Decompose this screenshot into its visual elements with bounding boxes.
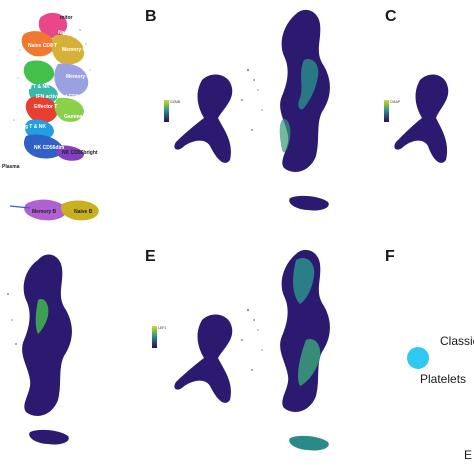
cluster-naive-cd8 xyxy=(21,31,55,57)
panel-b-right-high xyxy=(298,58,319,110)
panel-b-left-lobe xyxy=(174,74,233,163)
panel-e-right-high-2 xyxy=(298,338,321,386)
cluster-dividing xyxy=(23,60,55,85)
panel-e-bottom-cluster xyxy=(289,435,329,451)
panel-d-noise xyxy=(7,293,17,345)
panel-e-right-mass xyxy=(280,249,330,412)
cluster-nk-bright xyxy=(56,145,84,161)
label-nk-dim: NK CD56dim xyxy=(34,145,65,151)
label-nk-bright: NK CD56bright xyxy=(62,150,98,156)
label-effector: Effector T xyxy=(34,104,57,110)
label-naive-cd8: Naive CD8 T xyxy=(28,43,57,49)
panel-d-high xyxy=(35,298,49,334)
panel-e-umap: LEF1 xyxy=(152,249,330,451)
label-naive-b: Naive B xyxy=(74,209,93,215)
cluster-nk-dim xyxy=(23,134,63,159)
panel-f-label: F xyxy=(385,248,395,265)
panel-b-label: B xyxy=(145,8,157,25)
label-ifn: IFN activated CD8 T xyxy=(36,94,83,100)
panel-e-colorbar xyxy=(152,326,157,348)
panel-e-colorbar-label: LEF1 xyxy=(158,326,166,330)
cluster-memory-cd8 xyxy=(51,34,85,65)
legend-classic-marker xyxy=(407,347,429,369)
b-cluster-bridge xyxy=(9,205,31,209)
panel-e-right-high xyxy=(293,257,315,304)
label-memory-cd4: Memory CD4 & MAIT xyxy=(66,74,115,80)
panel-d-bottom xyxy=(29,429,69,445)
edge-letter: E xyxy=(464,448,473,462)
cluster-gamma-delta xyxy=(54,97,84,122)
panel-b-right-edge xyxy=(279,118,291,153)
panel-c-lobe xyxy=(394,74,449,163)
label-mitor: mitor xyxy=(60,15,73,21)
legend-classic-label: Classic xyxy=(440,334,474,348)
panel-c-label: C xyxy=(385,8,397,25)
panel-c-colorbar xyxy=(384,100,389,122)
panel-b-umap: GZMB xyxy=(164,9,330,211)
legend-platelets-label: Platelets xyxy=(420,372,467,386)
label-naive-cd4: Naive CD4 T xyxy=(58,30,87,36)
cluster-naive-b xyxy=(60,200,99,221)
panel-c-colorbar-label: CMAP xyxy=(390,100,401,104)
panel-f-legend-area xyxy=(407,347,429,369)
cluster-memory-b xyxy=(24,199,67,221)
label-gamma-delta: Gamma delta T xyxy=(64,114,100,120)
label-memory-cd8: Memory CD8 T xyxy=(62,47,97,53)
panel-e-label: E xyxy=(145,248,156,265)
panel-e-noise xyxy=(241,308,263,371)
label-dying: Dying T & NK xyxy=(14,124,46,130)
panel-e-left-lobe xyxy=(174,314,233,403)
panel-c-umap: CMAP xyxy=(384,74,449,163)
cluster-effector xyxy=(25,96,59,124)
panel-b-noise xyxy=(241,68,263,131)
cluster-memory-cd4 xyxy=(54,63,89,97)
label-plasma: Plasma xyxy=(2,164,20,170)
panel-b-colorbar-label: GZMB xyxy=(170,100,181,104)
label-dividing: Dividing T & NK xyxy=(12,84,50,90)
panel-d-mass xyxy=(22,254,72,416)
panel-d-umap xyxy=(7,254,72,445)
panel-a-umap: Naive CD4 T Naive CD8 T Memory CD8 T Mem… xyxy=(2,12,115,221)
panel-b-colorbar xyxy=(164,100,169,122)
panel-a-scatter-noise xyxy=(13,29,91,121)
cluster-naive-cd4 xyxy=(38,12,68,39)
panel-b-bottom-cluster xyxy=(289,195,329,211)
label-memory-b: Memory B xyxy=(32,209,57,215)
